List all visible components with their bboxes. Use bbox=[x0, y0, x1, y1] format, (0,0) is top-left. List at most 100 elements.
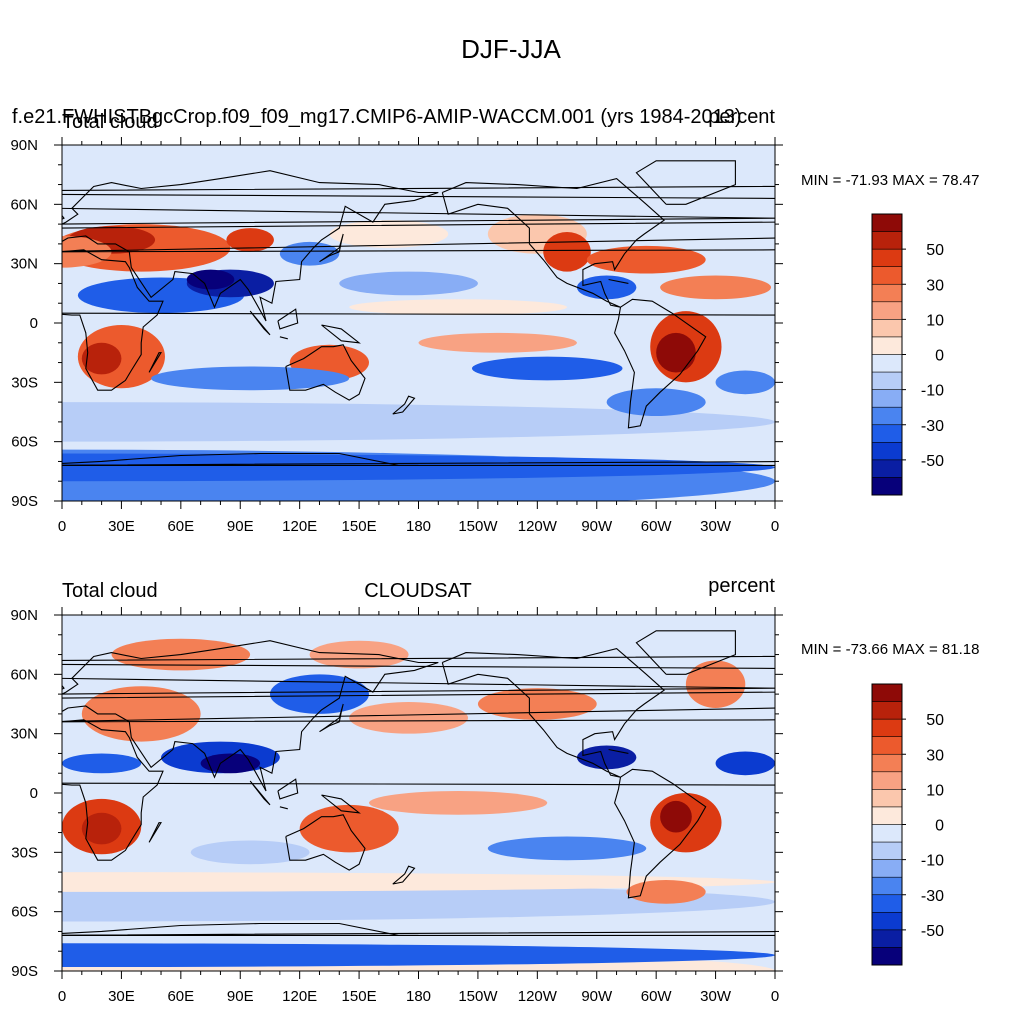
x-tick-label: 120E bbox=[282, 988, 317, 1005]
colorbar-label: 10 bbox=[926, 782, 944, 799]
anomaly-region bbox=[62, 882, 775, 922]
colorbar-swatch bbox=[871, 231, 903, 250]
coastline bbox=[999, 345, 1024, 400]
x-tick-label: 150W bbox=[458, 988, 498, 1005]
anomaly-region bbox=[62, 453, 775, 482]
colorbar-swatch bbox=[871, 894, 903, 913]
colorbar-swatch bbox=[871, 859, 903, 878]
colorbar-swatch bbox=[871, 683, 903, 703]
anomaly-region bbox=[151, 366, 350, 391]
x-tick-label: 30E bbox=[108, 518, 135, 535]
colorbar-swatch bbox=[871, 736, 903, 755]
coastline bbox=[249, 310, 271, 336]
x-tick-label: 120E bbox=[282, 518, 317, 535]
colorbar-label: 30 bbox=[926, 747, 944, 764]
colorbar: 50 30 10 0 -10 -30 -50 bbox=[871, 213, 944, 496]
figure-title: DJF-JJA bbox=[461, 34, 561, 64]
anomaly-region bbox=[606, 388, 706, 416]
coastline bbox=[62, 677, 775, 695]
coastline bbox=[993, 807, 1001, 809]
anomaly-region bbox=[715, 370, 775, 395]
y-tick-label: 30N bbox=[10, 726, 38, 743]
colorbar-label: -30 bbox=[921, 418, 944, 435]
x-tick-label: 90W bbox=[581, 988, 613, 1005]
anomaly-region bbox=[656, 332, 696, 373]
y-tick-label: 60N bbox=[10, 666, 38, 683]
anomaly-region bbox=[62, 145, 775, 185]
colorbar-label: 50 bbox=[926, 242, 944, 259]
y-tick-label: 90N bbox=[10, 137, 38, 154]
coastline bbox=[285, 814, 366, 871]
coastline bbox=[963, 781, 983, 805]
anomaly-region bbox=[329, 220, 449, 248]
colorbar-swatch bbox=[871, 213, 903, 233]
x-tick-label: 150W bbox=[458, 518, 498, 535]
anomaly-region bbox=[279, 241, 340, 266]
coastline bbox=[279, 336, 288, 340]
anomaly-region bbox=[418, 332, 577, 353]
x-tick-label: 120W bbox=[518, 988, 558, 1005]
colorbar-swatch bbox=[871, 283, 903, 303]
anomaly-region bbox=[660, 275, 772, 300]
colorbar-swatch bbox=[871, 912, 903, 931]
coastline bbox=[62, 719, 164, 861]
min-max-label: MIN = -73.66 MAX = 81.18 bbox=[801, 641, 979, 658]
colorbar-swatch bbox=[871, 477, 903, 496]
contour-map: 0 30E 60E 90E 120E 150E 180 150W 120W 90W 60W 30W 0 … bbox=[10, 137, 1024, 535]
coastline bbox=[277, 308, 299, 330]
coastline bbox=[148, 822, 162, 843]
coastline bbox=[62, 922, 419, 936]
anomaly-region bbox=[576, 275, 637, 300]
colorbar-swatch bbox=[871, 701, 903, 720]
anomaly-region bbox=[62, 402, 775, 442]
anomaly-region bbox=[309, 640, 409, 669]
colorbar-label: 30 bbox=[926, 277, 944, 294]
colorbar-swatch bbox=[871, 753, 903, 773]
x-tick-label: 60W bbox=[641, 518, 673, 535]
x-tick-label: 60E bbox=[167, 988, 194, 1005]
y-tick-label: 60S bbox=[11, 434, 38, 451]
x-tick-label: 150E bbox=[342, 518, 377, 535]
x-tick-label: 150E bbox=[342, 988, 377, 1005]
colorbar-label: 50 bbox=[926, 712, 944, 729]
x-tick-label: 30W bbox=[700, 988, 732, 1005]
colorbar-swatch bbox=[871, 459, 903, 478]
anomaly-region bbox=[81, 686, 201, 742]
anomaly-region bbox=[487, 836, 647, 861]
colorbar-swatch bbox=[871, 266, 903, 285]
x-tick-label: 0 bbox=[771, 518, 779, 535]
y-tick-label: 90S bbox=[11, 493, 38, 510]
anomaly-region bbox=[685, 660, 746, 708]
colorbar-swatch bbox=[871, 929, 903, 948]
x-tick-label: 90E bbox=[227, 518, 254, 535]
panel-right-title: percent bbox=[708, 575, 775, 597]
coastline bbox=[991, 309, 1011, 329]
colorbar-swatch bbox=[871, 336, 903, 356]
anomaly-region bbox=[269, 674, 369, 714]
colorbar-swatch bbox=[871, 806, 903, 826]
colorbar-label: 0 bbox=[935, 818, 944, 835]
colorbar-swatch bbox=[871, 248, 903, 268]
x-tick-label: 180 bbox=[406, 988, 431, 1005]
y-tick-label: 90N bbox=[10, 607, 38, 624]
colorbar-label: -50 bbox=[921, 453, 944, 470]
x-tick-label: 0 bbox=[771, 988, 779, 1005]
anomaly-region bbox=[339, 271, 478, 296]
anomaly-region bbox=[186, 269, 235, 290]
coastline bbox=[999, 815, 1024, 870]
x-tick-label: 30W bbox=[700, 518, 732, 535]
coastline bbox=[62, 170, 439, 322]
panel-model: Total cloud f.e21.FWHISTBgcCrop.f09_f09_… bbox=[10, 106, 1024, 535]
y-tick-label: 90S bbox=[11, 963, 38, 980]
colorbar-swatch bbox=[871, 718, 903, 738]
colorbar-swatch bbox=[871, 301, 903, 320]
colorbar-label: -30 bbox=[921, 888, 944, 905]
y-tick-label: 60S bbox=[11, 904, 38, 921]
colorbar-swatch bbox=[871, 876, 903, 896]
y-tick-label: 30S bbox=[11, 374, 38, 391]
coastline bbox=[62, 249, 164, 391]
y-tick-label: 0 bbox=[30, 315, 38, 332]
x-tick-label: 60W bbox=[641, 988, 673, 1005]
y-tick-label: 30N bbox=[10, 256, 38, 273]
